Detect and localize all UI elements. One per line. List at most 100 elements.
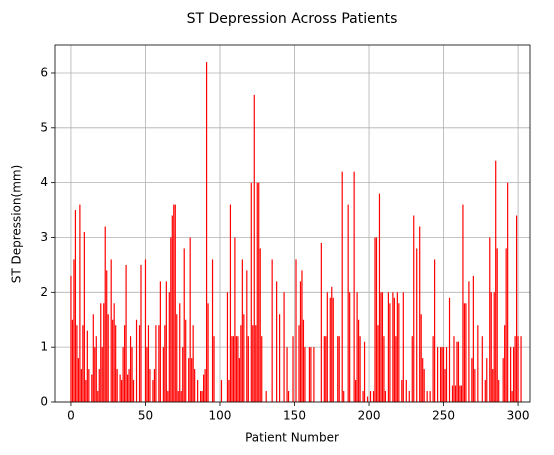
bar bbox=[237, 336, 239, 402]
bar bbox=[486, 358, 488, 402]
bar bbox=[76, 325, 78, 402]
bar bbox=[441, 347, 443, 402]
bar bbox=[453, 336, 455, 402]
bar bbox=[201, 391, 203, 402]
bar bbox=[515, 215, 518, 402]
bar bbox=[153, 369, 156, 402]
bar bbox=[170, 237, 172, 402]
bar bbox=[124, 325, 126, 402]
x-tick-label: 50 bbox=[138, 409, 153, 423]
bar bbox=[331, 286, 333, 402]
bar bbox=[286, 347, 288, 402]
bar bbox=[347, 204, 349, 402]
bar bbox=[202, 374, 205, 402]
bar bbox=[502, 358, 504, 402]
bar bbox=[378, 193, 381, 402]
bar bbox=[85, 380, 87, 402]
bar bbox=[126, 374, 129, 402]
bar bbox=[265, 391, 267, 402]
bar bbox=[374, 237, 376, 402]
bar bbox=[128, 369, 130, 402]
bar bbox=[426, 391, 428, 402]
bar bbox=[238, 358, 240, 402]
bar bbox=[495, 160, 497, 402]
bar bbox=[332, 297, 334, 402]
bar bbox=[520, 336, 522, 402]
bar bbox=[493, 292, 495, 402]
bar bbox=[308, 347, 311, 402]
bar bbox=[434, 259, 436, 402]
bar bbox=[259, 248, 261, 402]
bar bbox=[185, 319, 187, 402]
bar bbox=[511, 391, 513, 402]
bar bbox=[235, 336, 237, 402]
bar bbox=[337, 336, 339, 402]
bar bbox=[112, 319, 114, 402]
bar bbox=[183, 248, 185, 402]
bar bbox=[313, 347, 315, 402]
y-tick-label: 5 bbox=[40, 120, 48, 134]
bar bbox=[490, 292, 492, 402]
bar bbox=[356, 292, 358, 402]
bar bbox=[362, 391, 364, 402]
bar bbox=[456, 341, 458, 402]
bar bbox=[88, 369, 90, 402]
bar bbox=[411, 336, 413, 402]
bar bbox=[220, 380, 223, 402]
bar bbox=[416, 248, 418, 402]
bar bbox=[392, 292, 394, 402]
bar bbox=[255, 325, 257, 402]
bar bbox=[116, 369, 118, 402]
bar bbox=[121, 380, 123, 402]
bar bbox=[146, 347, 148, 402]
bar bbox=[484, 380, 486, 402]
x-tick-label: 300 bbox=[507, 409, 530, 423]
bar bbox=[173, 204, 175, 402]
bar bbox=[179, 303, 181, 402]
bar bbox=[377, 325, 379, 402]
bar bbox=[147, 325, 150, 402]
bar bbox=[513, 347, 515, 402]
bar bbox=[241, 259, 243, 402]
bar bbox=[194, 369, 196, 402]
bar bbox=[320, 242, 322, 402]
bar bbox=[325, 336, 327, 402]
bar bbox=[387, 292, 390, 402]
bar bbox=[422, 358, 424, 402]
bar bbox=[401, 380, 403, 402]
bar bbox=[299, 281, 302, 402]
bar bbox=[504, 325, 506, 402]
bar bbox=[292, 336, 294, 402]
bar bbox=[420, 314, 422, 402]
bar bbox=[358, 319, 360, 402]
bar bbox=[468, 281, 470, 402]
bar bbox=[343, 391, 345, 402]
x-tick-label: 150 bbox=[283, 409, 306, 423]
bar bbox=[395, 336, 397, 402]
bar bbox=[110, 259, 112, 402]
y-tick-label: 4 bbox=[40, 175, 48, 189]
bar bbox=[113, 303, 115, 402]
bar bbox=[158, 325, 160, 402]
bar bbox=[226, 292, 229, 402]
bar bbox=[122, 347, 124, 402]
bar bbox=[129, 336, 132, 402]
bar bbox=[176, 314, 178, 402]
bar bbox=[366, 396, 369, 402]
bar bbox=[107, 314, 109, 402]
bar bbox=[240, 325, 242, 402]
bar bbox=[177, 391, 179, 402]
bar bbox=[369, 391, 372, 402]
bar bbox=[152, 380, 154, 402]
bar bbox=[70, 275, 72, 402]
bar bbox=[459, 385, 461, 402]
bar bbox=[389, 303, 391, 402]
bar bbox=[402, 292, 404, 402]
bar bbox=[383, 336, 385, 402]
bar bbox=[97, 391, 99, 402]
bar bbox=[429, 391, 431, 402]
bar bbox=[287, 391, 290, 402]
bar bbox=[477, 325, 479, 402]
bar bbox=[310, 347, 312, 402]
bar bbox=[341, 171, 343, 402]
